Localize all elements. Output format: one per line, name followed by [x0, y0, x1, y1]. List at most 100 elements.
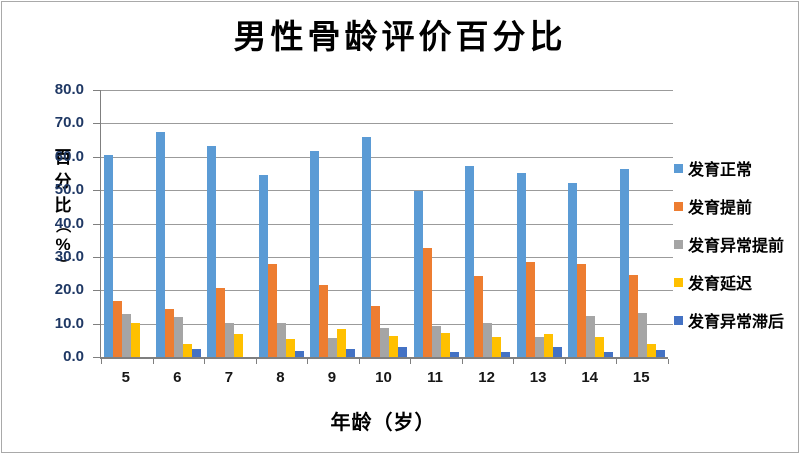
legend-label: 发育延迟 [688, 276, 753, 293]
x-tick-label: 5 [121, 369, 130, 386]
bar-series-4-age-12 [501, 351, 511, 357]
bar-series-0-age-8 [258, 175, 268, 357]
bar-series-3-age-8 [285, 338, 295, 357]
bar-series-3-age-10 [388, 335, 398, 357]
bar-series-1-age-11 [422, 247, 432, 357]
x-axis-tick [152, 359, 154, 364]
bar-series-4-age-11 [449, 352, 459, 357]
bar-series-1-age-6 [164, 308, 174, 357]
y-axis-tick [93, 357, 101, 358]
bar-series-2-age-9 [328, 338, 338, 357]
bar-series-3-age-15 [646, 343, 656, 357]
legend-swatch-icon [674, 239, 683, 249]
x-axis-tick [204, 359, 206, 364]
y-axis-title-char: 百 [54, 148, 72, 167]
legend-entry: 发育异常提前 [674, 235, 785, 255]
x-axis-tick [564, 359, 566, 364]
bar-series-0-age-7 [207, 146, 217, 357]
y-tick-label: 30.0 [54, 247, 84, 265]
bar-series-2-age-5 [122, 314, 132, 357]
bar-series-4-age-9 [346, 348, 356, 357]
legend-entry: 发育提前 [674, 197, 784, 217]
x-axis-tick [255, 359, 257, 364]
bar-series-0-age-10 [361, 137, 371, 357]
legend-label: 发育异常滞后 [688, 314, 785, 331]
bar-series-1-age-7 [216, 287, 226, 357]
y-tick-label: 80.0 [54, 81, 84, 98]
bar-group-age-13 [513, 90, 565, 357]
chart-title: 男性骨龄评价百分比 [233, 17, 567, 56]
bar-series-4-age-14 [604, 352, 614, 357]
bar-series-1-age-13 [525, 261, 535, 357]
plot-area [93, 90, 673, 364]
x-tick-label: 14 [581, 369, 599, 386]
bar-series-2-age-8 [276, 322, 286, 357]
y-tick-label: 10.0 [54, 314, 84, 332]
y-axis-tick [93, 156, 101, 158]
legend-label: 发育提前 [688, 200, 753, 217]
y-tick-label: 50.0 [54, 181, 84, 199]
x-tick-label: 6 [173, 369, 182, 386]
bar-group-age-10 [359, 90, 411, 357]
bar-group-age-8 [256, 90, 308, 357]
gridline [101, 223, 673, 225]
x-axis-tick [358, 359, 360, 364]
x-axis-tick [513, 359, 515, 364]
y-axis-tick [93, 90, 101, 91]
bar-series-3-age-6 [182, 344, 192, 357]
bar-series-4-age-8 [294, 351, 304, 357]
x-axis-tick [616, 359, 618, 364]
y-axis-title-char: % [55, 235, 71, 254]
y-tick-label: 20.0 [54, 281, 84, 299]
bar-group-age-7 [204, 90, 256, 357]
legend: 发育正常发育提前发育异常提前 发育延迟发育异常滞后 [674, 159, 784, 349]
bar-series-2-age-14 [586, 315, 596, 357]
bar-group-age-5 [101, 90, 153, 357]
legend-swatch-icon [674, 201, 683, 211]
x-axis-tick [410, 359, 412, 364]
bar-series-4-age-13 [552, 347, 562, 357]
gridline [101, 156, 673, 158]
bar-series-3-age-13 [543, 333, 553, 357]
bar-group-age-6 [153, 90, 205, 357]
bar-series-3-age-12 [492, 336, 502, 357]
gridline [101, 190, 673, 192]
gridline [101, 123, 673, 125]
gridline [101, 256, 673, 258]
x-axis-tick-labels: 5 6 7 8 9 10 11 12 13 14 15 [100, 369, 667, 389]
y-axis-title-char: 分 [54, 172, 72, 191]
bar-series-4-age-10 [397, 347, 407, 357]
x-tick-label: 9 [327, 369, 337, 386]
bar-group-age-9 [307, 90, 359, 357]
gridline [101, 323, 673, 325]
y-axis-tick [93, 256, 101, 258]
x-tick-label: 12 [478, 369, 495, 386]
x-tick-label: 13 [529, 369, 547, 386]
x-axis-tick [461, 359, 463, 364]
bar-series-1-age-8 [267, 264, 277, 357]
legend-swatch-icon [674, 277, 683, 287]
legend-entry: 发育异常滞后 [674, 311, 785, 331]
bar-series-0-age-12 [465, 166, 475, 357]
gridline [101, 90, 673, 91]
x-tick-label: 7 [224, 369, 234, 386]
bar-series-2-age-13 [534, 337, 544, 357]
y-axis-title-char: 比 [54, 196, 72, 215]
bar-series-0-age-14 [568, 182, 578, 357]
y-axis-tick [93, 290, 101, 292]
bar-series-3-age-9 [337, 328, 347, 357]
x-axis-title: 年龄（岁） [330, 412, 436, 434]
bar-series-1-age-9 [319, 285, 329, 357]
legend-label: 发育异常提前 [688, 238, 785, 255]
legend-swatch-icon [674, 315, 683, 325]
bar-series-3-age-11 [440, 333, 450, 357]
x-axis-tick [307, 359, 309, 364]
bar-group-age-15 [616, 90, 668, 357]
x-tick-label: 10 [375, 369, 392, 386]
x-tick-label: 8 [276, 369, 285, 386]
legend-entry: 发育正常 [674, 159, 784, 179]
bar-series-2-age-10 [379, 328, 389, 357]
bar-series-1-age-12 [474, 275, 484, 357]
bar-group-age-12 [462, 90, 514, 357]
